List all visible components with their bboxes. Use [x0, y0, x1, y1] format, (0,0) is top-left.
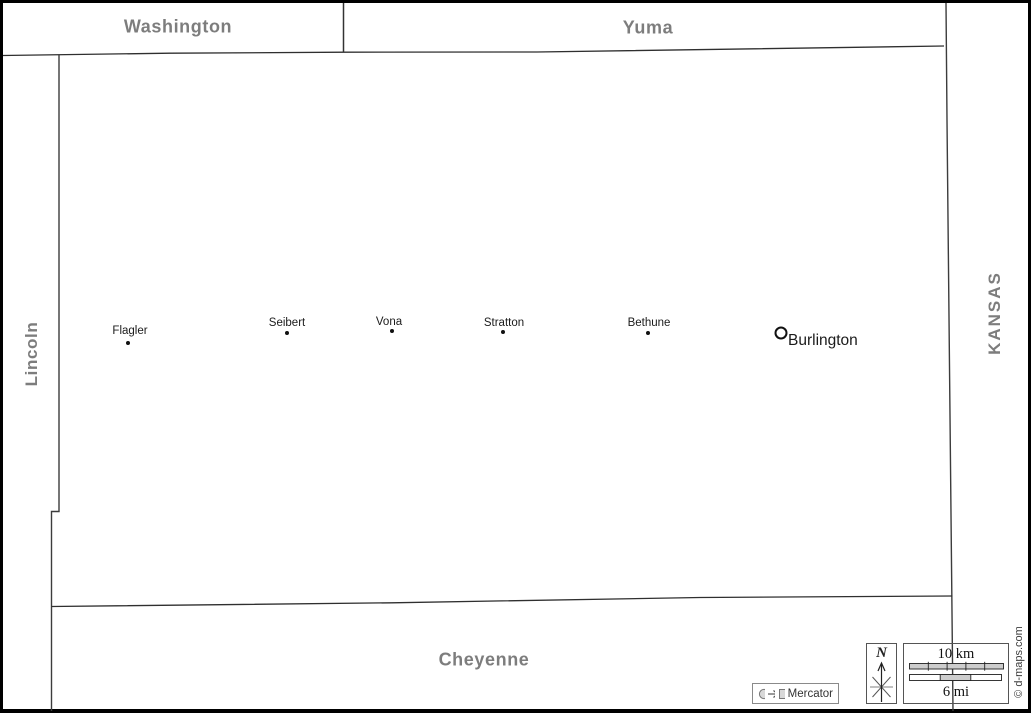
neighbor-label-washington: Washington	[123, 16, 233, 37]
neighbor-label-yuma: Yuma	[622, 17, 674, 38]
scale-km-label: 10 km	[937, 646, 975, 662]
neighbor-label-kansas: KANSAS	[985, 271, 1004, 355]
north-boundary-line	[2, 45, 945, 57]
town-label-bethune: Bethune	[627, 317, 671, 329]
scale-bars	[909, 661, 1004, 681]
town-label-flagler: Flagler	[112, 325, 148, 337]
town-dot-seibert	[285, 331, 289, 335]
kansas-border-line	[945, 2, 954, 712]
projection-sphere-icon	[758, 688, 766, 699]
arrow-right-icon	[768, 689, 775, 698]
compass-north-label: N	[876, 645, 887, 661]
cheyenne-border-line	[51, 595, 953, 608]
town-dot-flagler	[126, 341, 130, 345]
town-dot-bethune	[646, 331, 650, 335]
projection-legend-box: Mercator	[752, 683, 839, 704]
town-label-seibert: Seibert	[268, 317, 306, 329]
town-label-burlington: Burlington	[788, 332, 858, 349]
projection-label: Mercator	[787, 687, 834, 700]
town-dot-vona	[390, 329, 394, 333]
map-credit: © d-maps.com	[1013, 626, 1025, 698]
county-seat-ring-burlington	[774, 326, 788, 340]
compass-rose-icon	[870, 661, 893, 702]
town-label-stratton: Stratton	[483, 317, 525, 329]
neighbor-label-cheyenne: Cheyenne	[438, 649, 530, 670]
projection-square-icon	[778, 688, 785, 699]
compass-box: N	[866, 643, 897, 704]
scale-bar-km	[909, 663, 1004, 670]
lincoln-border-line	[50, 55, 60, 711]
scale-box: 10 km 6 mi	[903, 643, 1009, 704]
neighbor-label-lincoln: Lincoln	[22, 321, 41, 387]
town-dot-stratton	[501, 330, 505, 334]
scale-mi-label: 6 mi	[942, 684, 970, 700]
town-label-vona: Vona	[375, 316, 403, 328]
